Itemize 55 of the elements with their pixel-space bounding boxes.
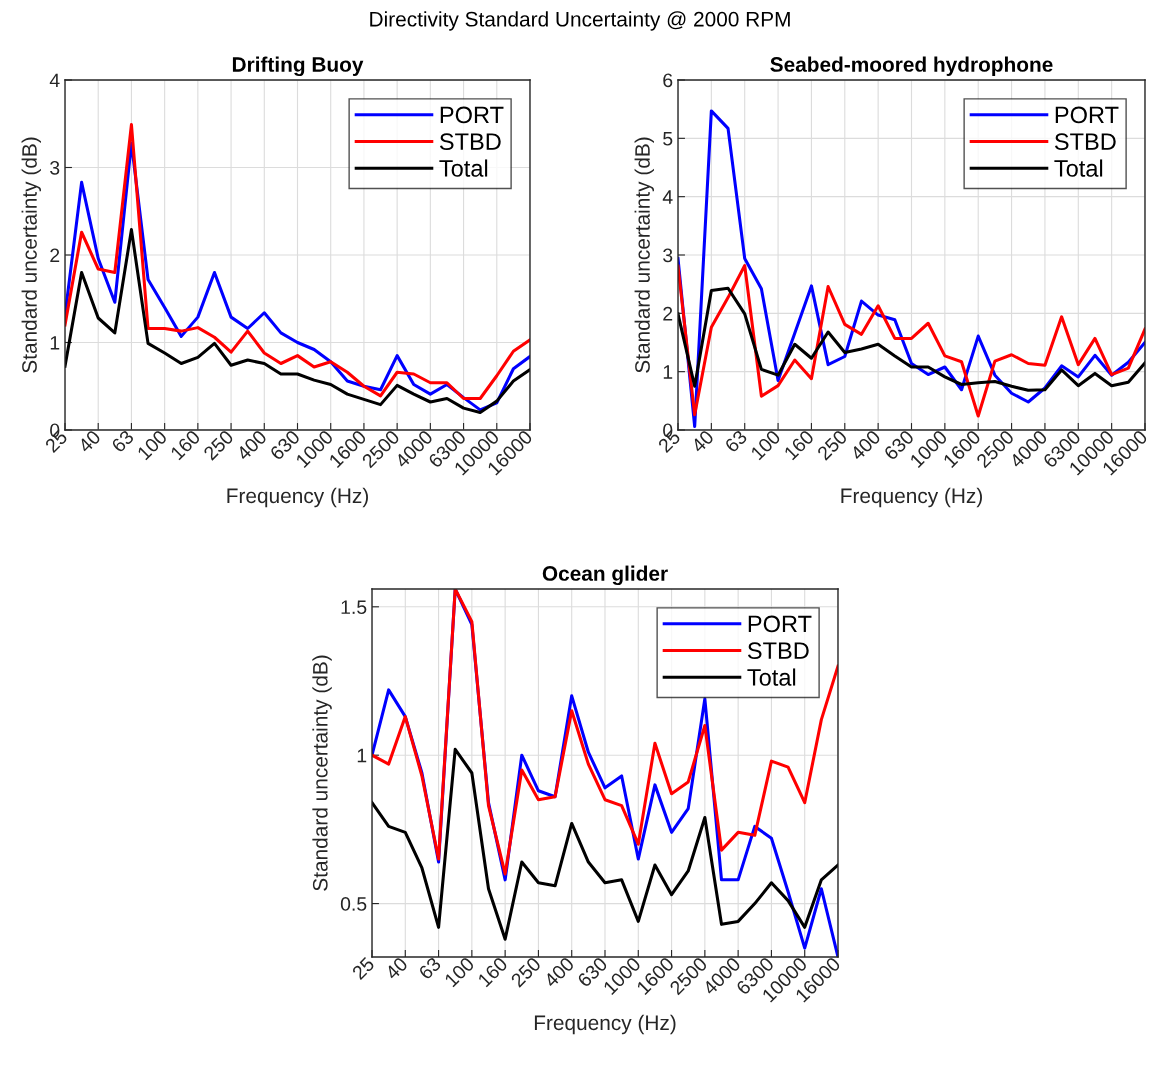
- y-tick-label: 4: [49, 73, 60, 88]
- line-series: [678, 263, 1145, 418]
- x-axis-title: Frequency (Hz): [534, 1014, 676, 1035]
- x-tick-label: 63: [417, 956, 442, 981]
- x-tick-label: 100: [750, 429, 782, 461]
- x-tick-label: 25: [351, 956, 376, 981]
- y-tick-label: 4: [662, 190, 673, 204]
- x-tick-label: 63: [724, 429, 748, 454]
- x-tick-label: 250: [510, 956, 542, 988]
- y-tick-label: 0.5: [340, 897, 367, 911]
- legend-label: STBD: [1054, 133, 1116, 151]
- y-tick-label: 1: [357, 748, 367, 763]
- text: Directivity Standard Uncertainty @ 2000 RPM: [370, 11, 790, 31]
- x-axis-title: Frequency (Hz): [227, 487, 368, 508]
- y-tick-label: 3: [663, 248, 673, 263]
- y-tick-label: 1: [50, 336, 60, 350]
- y-tick-label: 1.5: [341, 600, 367, 615]
- legend-label: Total: [439, 159, 488, 177]
- x-tick-label: 250: [202, 429, 235, 461]
- x-tick-label: 100: [443, 956, 476, 988]
- legend-label: STBD: [747, 642, 809, 660]
- x-tick-label: 160: [477, 956, 509, 988]
- x-axis-title: Frequency (Hz): [841, 487, 982, 508]
- chart-title: Ocean glider: [542, 565, 668, 586]
- y-tick-label: 2: [50, 248, 60, 263]
- y-tick-label: 5: [663, 132, 673, 146]
- x-tick-label: 160: [783, 429, 815, 461]
- y-tick-label: 2: [663, 306, 673, 321]
- legend-label: PORT: [748, 615, 812, 633]
- x-tick-label: 250: [816, 429, 848, 461]
- x-tick-label: 400: [543, 956, 575, 989]
- y-axis-title: Standard uncertainty (dB): [634, 137, 654, 373]
- chart-title: Drifting Buoy: [232, 56, 364, 77]
- line-series: [65, 228, 530, 415]
- x-tick-label: 160: [169, 429, 202, 461]
- line-series: [372, 747, 838, 941]
- x-tick-label: 40: [690, 429, 715, 454]
- y-tick-label: 6: [663, 73, 673, 88]
- x-tick-label: 40: [77, 429, 102, 454]
- x-tick-label: 400: [235, 429, 268, 462]
- legend-label: Total: [747, 668, 796, 686]
- y-tick-label: 1: [663, 365, 673, 379]
- x-tick-label: 40: [384, 956, 409, 981]
- x-tick-label: 100: [136, 429, 168, 461]
- legend-label: PORT: [1055, 106, 1119, 124]
- y-axis-title: Standard uncertainty (dB): [21, 137, 41, 373]
- legend-label: STBD: [439, 133, 501, 151]
- y-axis-title: Standard uncertainty (dB): [312, 655, 332, 891]
- x-tick-label: 63: [110, 429, 135, 454]
- legend-label: PORT: [440, 106, 504, 124]
- line-series: [678, 286, 1145, 392]
- y-tick-label: 3: [50, 160, 60, 175]
- x-tick-label: 400: [849, 429, 882, 462]
- legend-label: Total: [1054, 159, 1103, 177]
- chart-title: Seabed-moored hydrophone: [770, 56, 1053, 76]
